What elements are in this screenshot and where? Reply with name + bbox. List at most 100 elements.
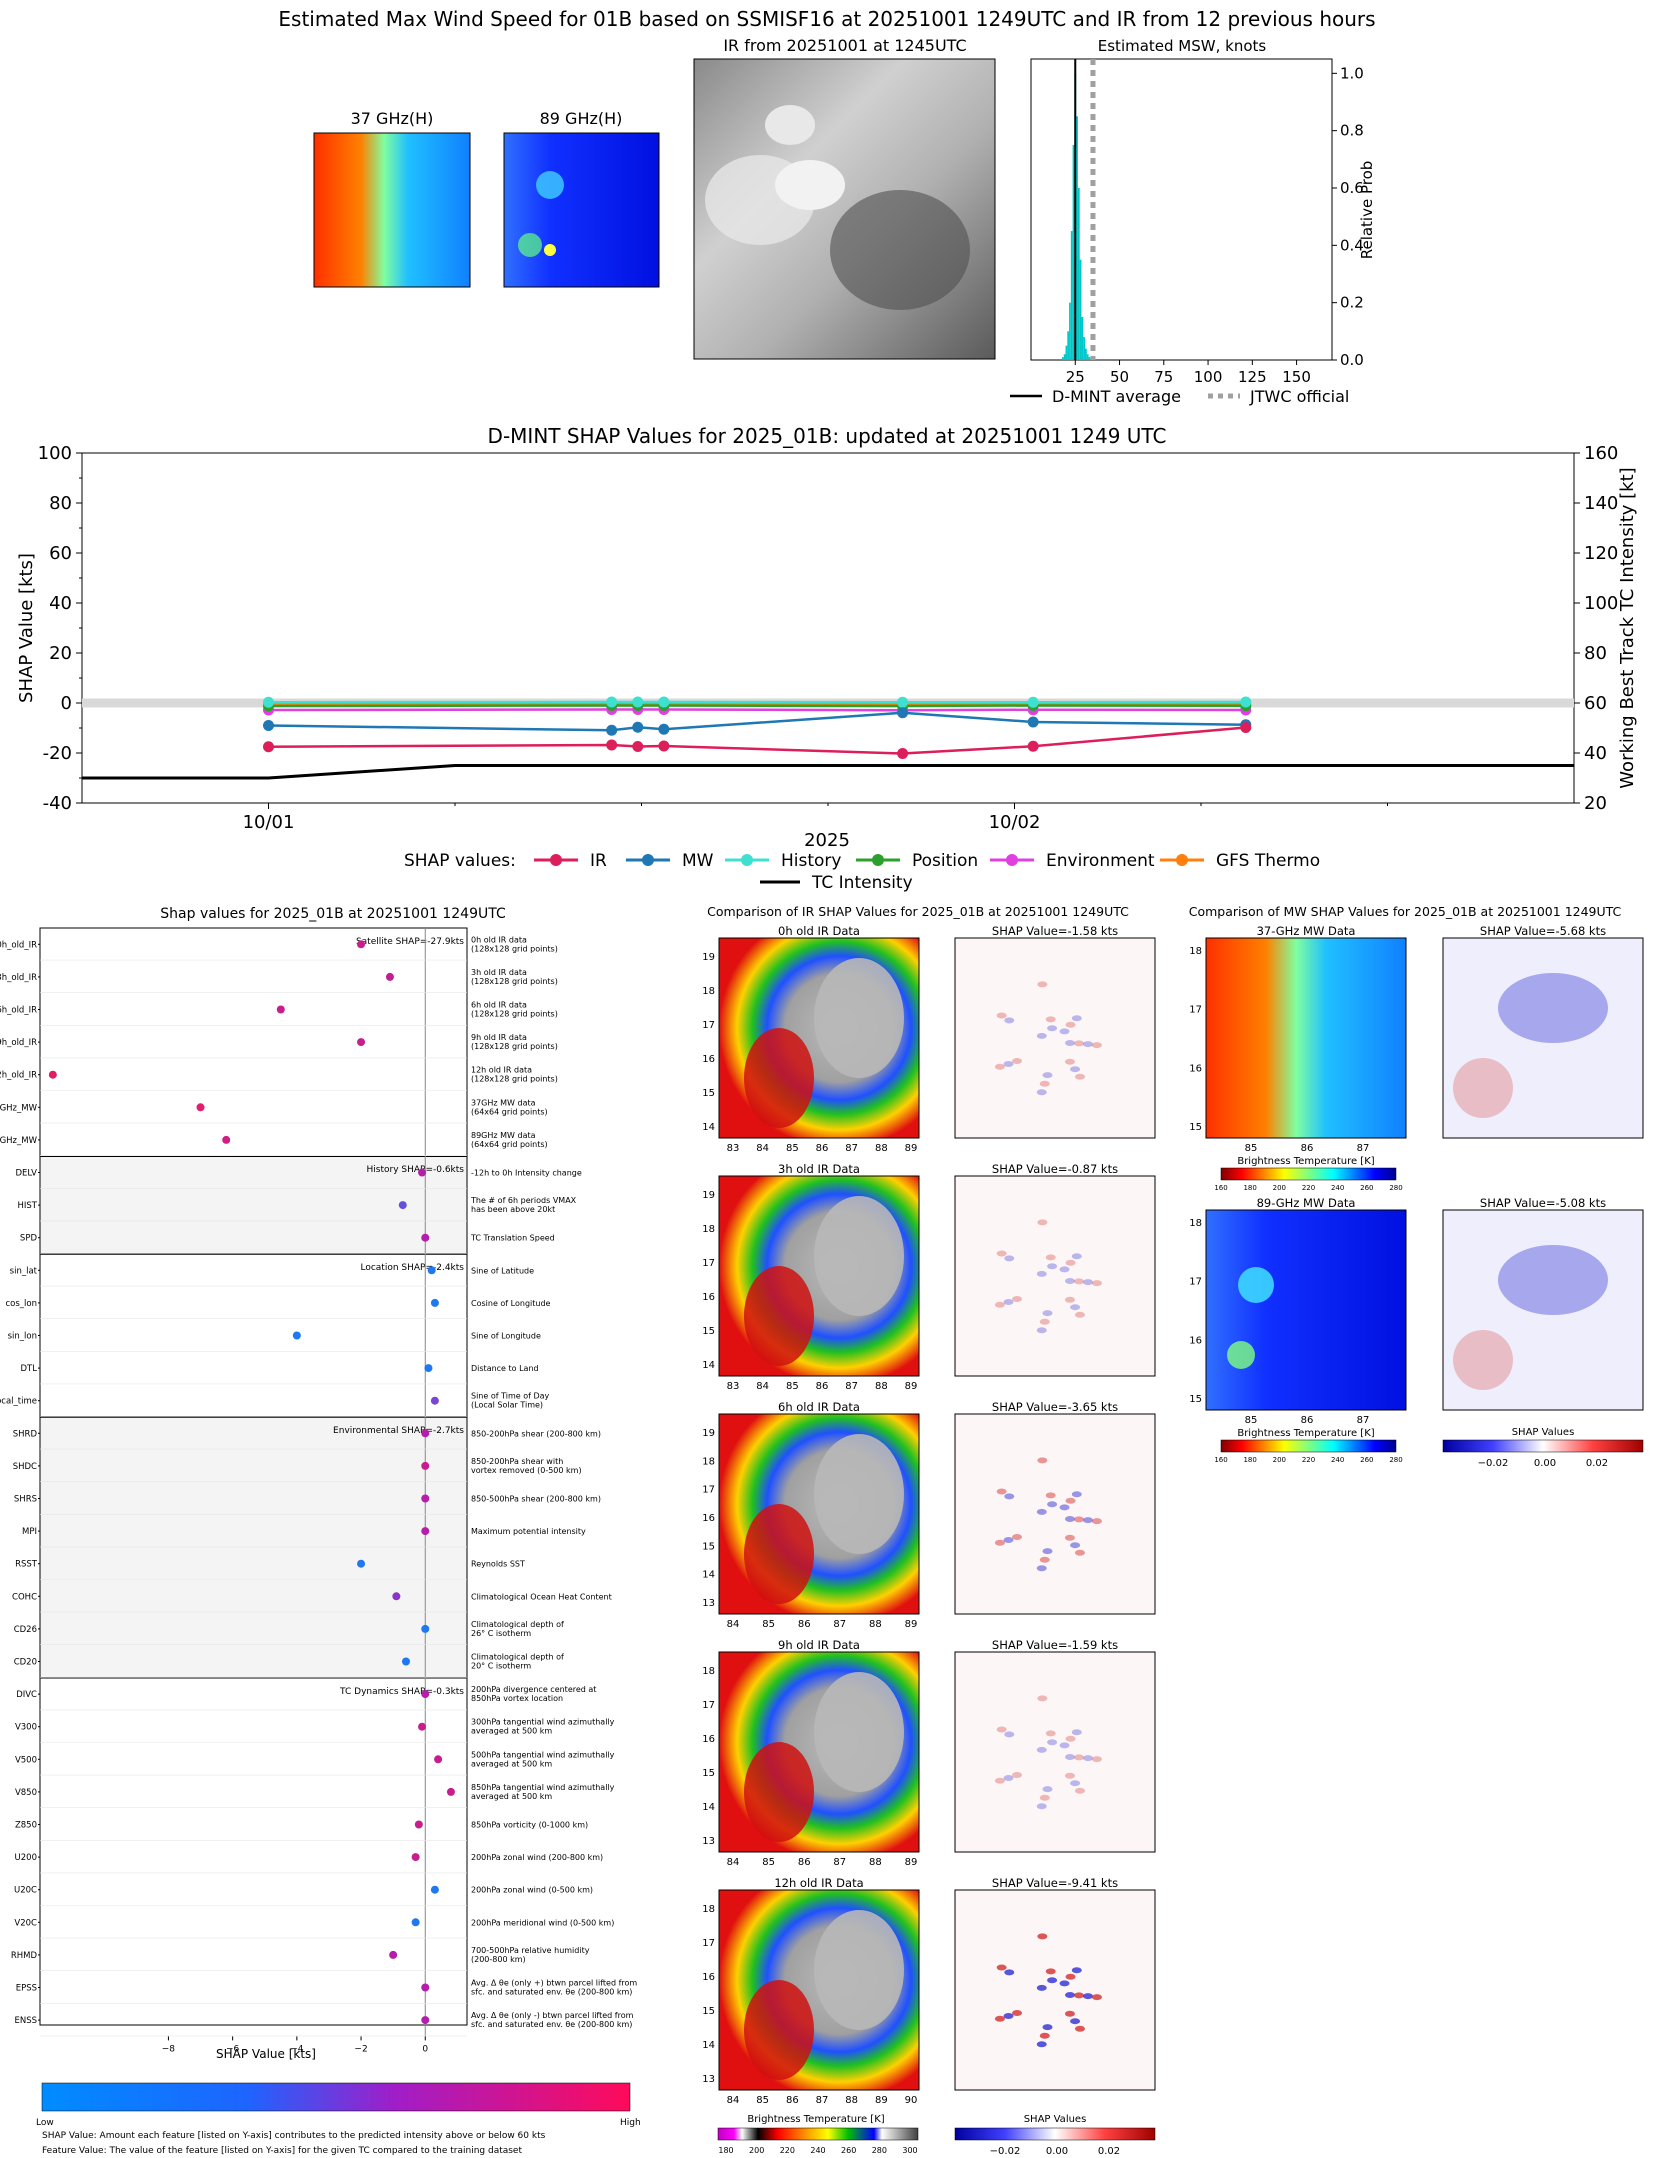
shap-ytick-label: 80	[49, 493, 72, 514]
legend-jtwc: JTWC official	[1249, 387, 1349, 406]
series-point	[632, 741, 644, 752]
ir-xtick-label: 88	[845, 2095, 858, 2106]
shap-ytick-label: 0	[61, 693, 72, 714]
mw-colorbar	[1220, 1439, 1397, 1453]
mw-xtick-label: 86	[1301, 1415, 1314, 1426]
feature-name: DELV	[15, 1169, 37, 1179]
date-xtick-label: 10/02	[989, 812, 1041, 833]
ir-ytick-label: 15	[702, 1088, 715, 1099]
feature-description: 500hPa tangential wind azimuthally	[471, 1750, 615, 1759]
ir-colorbar-label: Brightness Temperature [K]	[747, 2114, 884, 2125]
ir-ytick-label: 18	[702, 1456, 715, 1467]
feature-description: 850hPa vorticity (0-1000 km)	[471, 1821, 588, 1830]
feature-shap-point	[430, 1396, 439, 1405]
feature-xtick-label: −6	[226, 2044, 240, 2054]
ir-ytick-label: 17	[702, 1700, 715, 1711]
ir-shap-colorbar	[954, 2127, 1156, 2141]
series-line-environment	[268, 708, 1246, 712]
feature-description: 850hPa tangential wind azimuthally	[471, 1783, 615, 1792]
ir-shap-image	[954, 1175, 1156, 1377]
feature-name: U20C	[14, 1886, 37, 1896]
hist-ytick-label: 0.0	[1340, 351, 1364, 369]
ir-xtick-label: 83	[727, 1143, 740, 1154]
mw-ytick-label: 17	[1189, 1277, 1202, 1288]
feature-name: sin_lat	[10, 1266, 38, 1276]
series-point	[1027, 740, 1039, 752]
series-point	[1027, 716, 1039, 728]
mw-comparison: Comparison of MW SHAP Values for 2025_01…	[1189, 904, 1644, 1469]
ir-xtick-label: 89	[905, 1619, 918, 1630]
ir-ytick-label: 18	[702, 986, 715, 997]
series-point	[632, 721, 644, 733]
feature-name: 0h_old_IR	[0, 940, 37, 950]
ir-colorbar	[717, 2127, 919, 2141]
series-point	[606, 739, 618, 751]
hist-bar	[1069, 302, 1071, 360]
feature-description: (64x64 grid points)	[471, 1140, 548, 1149]
feature-shap-point	[421, 2016, 430, 2025]
legend-item: Position	[912, 851, 978, 871]
msw-histogram: Estimated MSW, knots 25 50 75 100 125 150 0.0…	[1010, 37, 1376, 406]
feature-shap-point	[411, 1853, 420, 1862]
ir-cbar-tick: 300	[902, 2146, 917, 2155]
ir-ytick-label: 14	[702, 1802, 715, 1813]
series-point	[1240, 696, 1252, 708]
ir-ytick-label: 14	[702, 1122, 715, 1133]
ir-shap-image	[954, 937, 1156, 1139]
hist-ytick-label: 0.2	[1340, 294, 1364, 312]
feature-shap-point	[421, 1690, 430, 1699]
mw-ytick-label: 17	[1189, 1005, 1202, 1016]
ir-compare-title: Comparison of IR SHAP Values for 2025_01…	[707, 904, 1129, 919]
ir-xtick-label: 87	[816, 2095, 829, 2106]
ir-cbar-tick: 260	[841, 2146, 856, 2155]
feature-description: (128x128 grid points)	[471, 944, 558, 953]
mw-cbar-tick: 260	[1360, 1456, 1373, 1464]
feature-name: 89GHz_MW	[0, 1136, 38, 1146]
mw89-thumb-title: 89 GHz(H)	[540, 109, 623, 128]
series-line-position	[268, 704, 1246, 708]
ir-cbar-tick: 220	[780, 2146, 795, 2155]
figure-title: Estimated Max Wind Speed for 01B based o…	[278, 7, 1375, 31]
ir-xtick-label: 85	[786, 1143, 799, 1154]
mw-ytick-label: 16	[1189, 1063, 1202, 1074]
feature-description: 200hPa meridional wind (0-500 km)	[471, 1918, 614, 1927]
date-xtick-label: 10/01	[243, 812, 295, 833]
feature-description: (128x128 grid points)	[471, 1042, 558, 1051]
ir-ytick-label: 18	[702, 1904, 715, 1915]
ir-shap-image	[954, 1413, 1156, 1615]
hist-bar	[1063, 354, 1066, 360]
feature-description: Sine of Time of Day	[471, 1392, 550, 1401]
mw-shap-title: SHAP Value=-5.68 kts	[1480, 924, 1606, 938]
ir-shap-image	[954, 1889, 1156, 2091]
ir-shap-title: SHAP Value=-0.87 kts	[992, 1162, 1118, 1176]
feature-description: 89GHz MW data	[471, 1131, 536, 1140]
hist-xtick-label: 75	[1154, 368, 1173, 386]
mw-ytick-label: 16	[1189, 1335, 1202, 1346]
feature-description: sfc. and saturated env. θe (200-800 km)	[471, 2020, 632, 2029]
mw-cbar-tick: 240	[1331, 1456, 1344, 1464]
ir-xtick-label: 87	[833, 1857, 846, 1868]
feature-description: (Local Solar Time)	[471, 1401, 543, 1410]
legend-item: Environment	[1046, 851, 1155, 871]
tc-intensity-line	[82, 764, 1574, 780]
ir-data-title: 9h old IR Data	[778, 1638, 860, 1652]
hist-bar	[1070, 231, 1073, 360]
feature-name: CD20	[14, 1658, 37, 1668]
feature-description: 0h old IR data	[471, 935, 527, 944]
hist-ytick-label: 0.6	[1340, 179, 1364, 197]
series-point	[606, 724, 618, 736]
shap-ytick-label: 100	[38, 443, 72, 464]
feature-xlabel: SHAP Value [kts]	[216, 2047, 316, 2061]
feature-description: Climatological depth of	[471, 1653, 564, 1662]
feature-description: Sine of Longitude	[471, 1332, 541, 1341]
feature-shap-point	[222, 1135, 231, 1144]
mw-cbar-tick: 200	[1273, 1184, 1286, 1192]
feature-name: V300	[15, 1723, 37, 1733]
intensity-ylabel: Working Best Track TC Intensity [kt]	[1617, 467, 1638, 788]
feature-shap-point	[421, 1983, 430, 1992]
mw-data-title: 37-GHz MW Data	[1257, 924, 1356, 938]
feature-shap-point	[292, 1331, 301, 1340]
feature-xtick-label: 0	[422, 2044, 428, 2054]
ir-shap-colorbar-label: SHAP Values	[1024, 2114, 1087, 2125]
ir-ytick-label: 16	[702, 1292, 715, 1303]
